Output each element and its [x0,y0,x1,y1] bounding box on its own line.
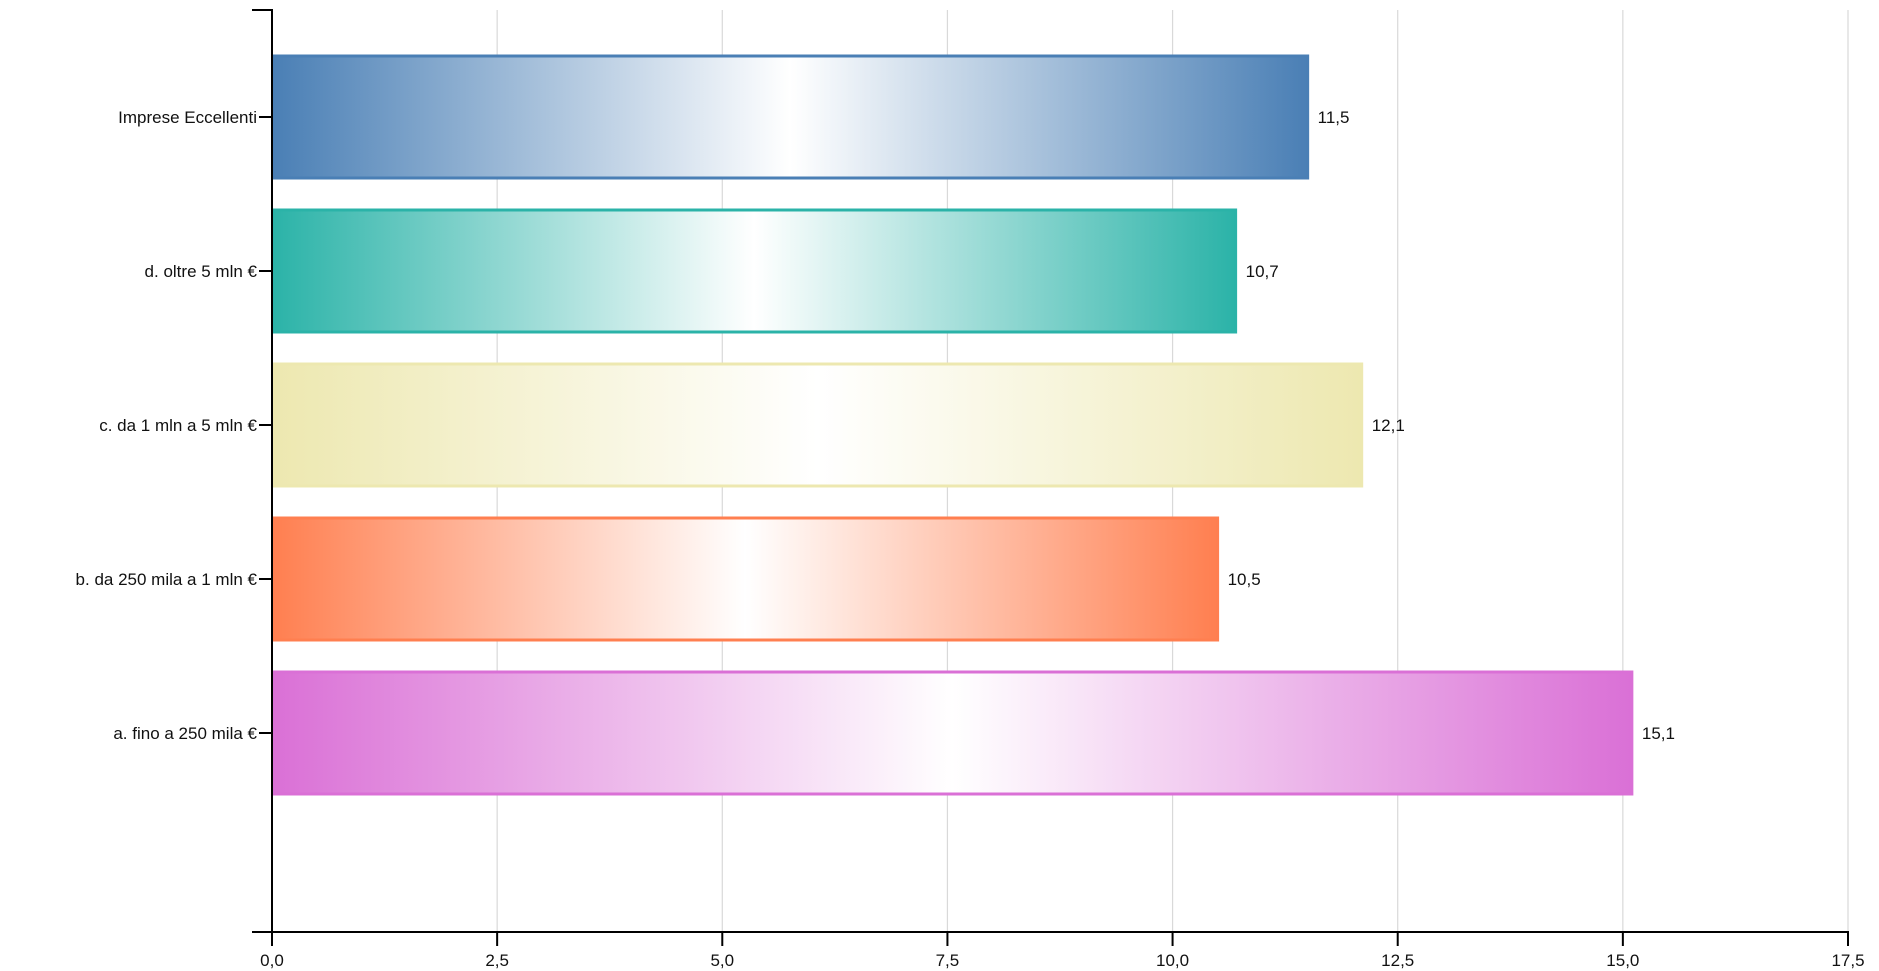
x-tick-label: 0,0 [260,951,284,970]
axes [252,9,1849,946]
category-label: c. da 1 mln a 5 mln € [99,416,257,435]
value-label: 15,1 [1642,724,1675,743]
x-tick-label: 12,5 [1381,951,1414,970]
labels: 11,5 Imprese Eccellenti 10,7 d. oltre 5 mln… [76,108,1865,970]
category-label: b. da 250 mila a 1 mln € [76,570,258,589]
x-tick-label: 7,5 [936,951,960,970]
x-tick-label: 10,0 [1156,951,1189,970]
y-axis [252,9,273,932]
x-axis [252,931,1849,946]
bar-5 [271,670,1634,796]
value-label: 11,5 [1318,108,1350,127]
bars [271,54,1634,796]
x-tick-label: 5,0 [710,951,734,970]
value-label: 10,5 [1228,570,1261,589]
bar-2 [271,208,1238,334]
x-tick-label: 15,0 [1606,951,1639,970]
category-label: d. oltre 5 mln € [145,262,258,281]
x-tick-label: 2,5 [485,951,509,970]
value-label: 10,7 [1246,262,1279,281]
bar-1 [271,54,1310,180]
bar-3 [271,362,1364,488]
bar-4 [271,516,1220,642]
category-label: Imprese Eccellenti [118,108,257,127]
value-label: 12,1 [1372,416,1405,435]
x-tick-label: 17,5 [1831,951,1864,970]
category-label: a. fino a 250 mila € [113,724,257,743]
